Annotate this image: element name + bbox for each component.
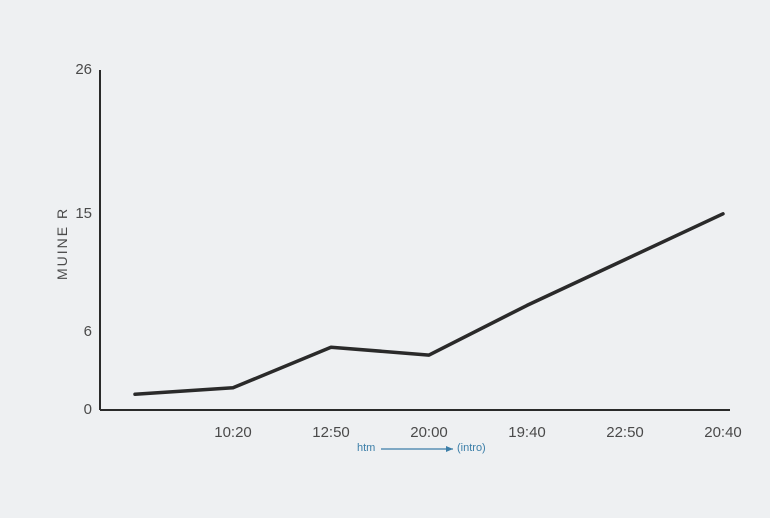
line-chart: MUINE R 061526 10:2012:5020:0019:4022:50… <box>0 0 770 518</box>
x-tick-label: 19:40 <box>508 424 546 441</box>
y-tick-label: 0 <box>62 401 92 418</box>
annotation-arrow <box>381 446 453 452</box>
x-tick-label: 12:50 <box>312 424 350 441</box>
x-tick-label: 20:00 <box>410 424 448 441</box>
x-tick-label: 22:50 <box>606 424 644 441</box>
x-tick-label: 10:20 <box>214 424 252 441</box>
chart-svg <box>0 0 770 518</box>
y-tick-label: 26 <box>62 61 92 78</box>
y-tick-label: 15 <box>62 205 92 222</box>
annotation-right: (intro) <box>457 442 486 454</box>
data-line <box>135 214 723 394</box>
y-tick-label: 6 <box>62 323 92 340</box>
x-tick-label: 20:40 <box>704 424 742 441</box>
annotation-left: htm <box>357 442 375 454</box>
